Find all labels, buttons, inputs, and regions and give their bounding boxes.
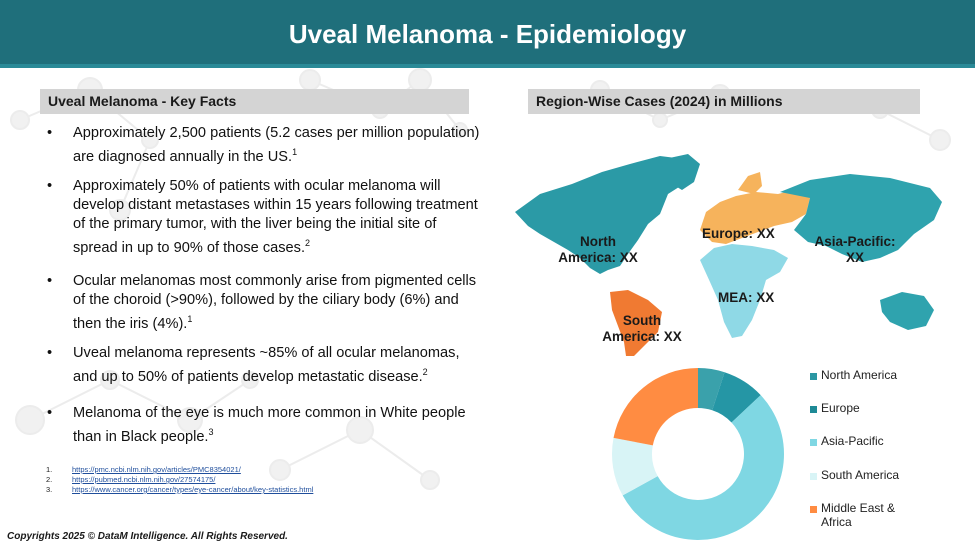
fact-reference: 2	[305, 237, 311, 248]
map-label-north-america: North America: XX	[556, 234, 640, 266]
fact-reference: 2	[422, 366, 428, 377]
reference-link[interactable]: https://pubmed.ncbi.nlm.nih.gov/27574175…	[72, 475, 216, 484]
reference-number: 2.	[46, 475, 53, 484]
reference-item: 3. https://www.cancer.org/cancer/types/ey…	[46, 485, 313, 495]
donut-segment-south-america	[612, 437, 658, 496]
world-map	[515, 154, 942, 356]
map-label-text: MEA: XX	[718, 290, 775, 305]
map-label-south-america: South America: XX	[598, 313, 686, 345]
legend-label: Asia-Pacific	[821, 434, 884, 448]
legend-item: South America	[810, 468, 899, 482]
region-cases-heading: Region-Wise Cases (2024) in Millions	[528, 89, 920, 114]
fact-item: Approximately 50% of patients with ocula…	[40, 177, 485, 258]
fact-reference: 1	[187, 313, 193, 324]
key-facts-heading: Uveal Melanoma - Key Facts	[40, 89, 469, 114]
greenland-region	[660, 154, 700, 190]
fact-text: Approximately 50% of patients with ocula…	[73, 177, 478, 256]
legend-label: Middle East & Africa	[821, 501, 896, 529]
fact-text: Approximately 2,500 patients (5.2 cases …	[73, 125, 480, 165]
scandinavia-region	[738, 172, 762, 194]
legend-label: Europe	[821, 401, 860, 415]
map-label-text: Asia-Pacific: XX	[814, 234, 896, 265]
north-america-region	[515, 156, 692, 274]
legend-item: Middle East & Africa	[810, 501, 916, 529]
europe-region	[700, 190, 810, 244]
australia-region	[880, 292, 934, 330]
map-label-text: Europe: XX	[702, 226, 775, 241]
donut-segment-north-america	[698, 368, 725, 411]
page-title: Uveal Melanoma - Epidemiology	[288, 19, 687, 49]
map-label-text: North America: XX	[558, 234, 638, 265]
donut-segments	[612, 368, 784, 540]
legend-label: South America	[821, 468, 900, 482]
references-list: 1. https://pmc.ncbi.nlm.nih.gov/articles/…	[46, 465, 313, 495]
key-facts-list: Approximately 2,500 patients (5.2 cases …	[40, 124, 485, 447]
fact-text: Melanoma of the eye is much more common …	[73, 405, 466, 446]
fact-text: Uveal melanoma represents ~85% of all oc…	[73, 344, 460, 385]
fact-item: Uveal melanoma represents ~85% of all oc…	[40, 344, 485, 387]
reference-item: 2. https://pubmed.ncbi.nlm.nih.gov/275741…	[46, 475, 313, 485]
reference-link[interactable]: https://pmc.ncbi.nlm.nih.gov/articles/PM…	[72, 465, 241, 474]
fact-reference: 1	[292, 147, 298, 157]
mea-region	[700, 244, 788, 338]
map-label-mea: MEA: XX	[718, 290, 774, 306]
fact-text: Ocular melanomas most commonly arise fro…	[73, 272, 477, 332]
legend-item: Europe	[810, 401, 860, 415]
south-america-region	[610, 290, 662, 356]
map-label-asia-pacific: Asia-Pacific: XX	[810, 234, 900, 266]
fact-item: Melanoma of the eye is much more common …	[40, 404, 485, 447]
regional-share-donut-chart	[612, 368, 784, 540]
map-label-text: South America: XX	[602, 313, 682, 344]
fact-item: Approximately 2,500 patients (5.2 cases …	[40, 124, 485, 167]
donut-segment-middle-east-africa	[613, 368, 698, 446]
map-label-europe: Europe: XX	[702, 226, 775, 242]
legend-label: North America	[821, 368, 898, 382]
asia-pacific-region	[780, 174, 942, 262]
reference-item: 1. https://pmc.ncbi.nlm.nih.gov/articles/…	[46, 465, 313, 475]
reference-link[interactable]: https://www.cancer.org/cancer/types/eye-…	[72, 485, 314, 494]
legend-swatch	[810, 473, 817, 480]
reference-number: 1.	[46, 465, 53, 474]
legend-swatch	[810, 373, 817, 380]
reference-number: 3.	[46, 485, 53, 494]
fact-reference: 3	[208, 427, 214, 438]
fact-item: Ocular melanomas most commonly arise fro…	[40, 272, 485, 334]
donut-segment-europe	[712, 372, 761, 423]
legend-swatch	[810, 406, 817, 413]
legend-swatch	[810, 439, 817, 446]
header-banner: Uveal Melanoma - Epidemiology	[0, 0, 975, 68]
legend-swatch	[810, 506, 817, 513]
copyright-text: Copyrights 2025 © DataM Intelligence. Al…	[7, 531, 288, 542]
donut-segment-asia-pacific	[622, 395, 784, 540]
legend-item: North America	[810, 368, 897, 382]
legend-item: Asia-Pacific	[810, 434, 884, 448]
